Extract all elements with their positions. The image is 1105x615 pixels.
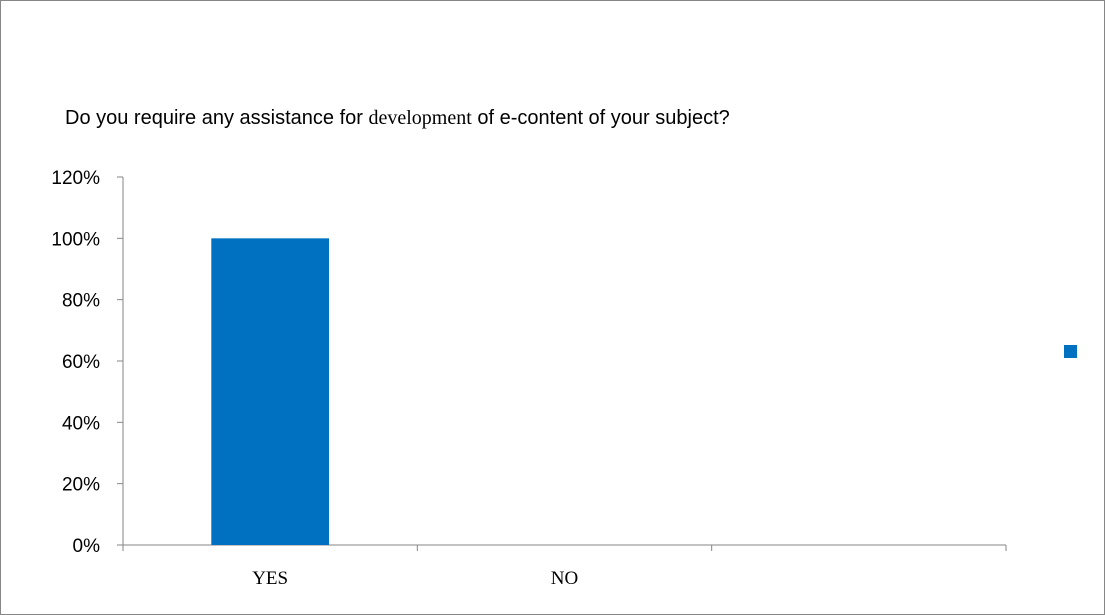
- legend-marker: [1064, 345, 1077, 358]
- y-tick-label: 100%: [51, 229, 100, 250]
- chart-title-part-2: development: [368, 107, 472, 129]
- chart-title-part-1: Do you require any assistance for: [65, 107, 369, 129]
- y-tick-label: 60%: [62, 352, 100, 373]
- chart-title-part-3: of e-content of your subject?: [471, 107, 730, 129]
- y-tick-label: 0%: [73, 536, 101, 557]
- x-tick-label: NO: [551, 568, 578, 589]
- y-tick-label: 120%: [51, 168, 100, 189]
- y-tick-label: 40%: [62, 413, 100, 434]
- y-tick-label: 80%: [62, 291, 100, 312]
- bar-yes: [211, 238, 330, 546]
- y-tick-label: 20%: [62, 475, 100, 496]
- chart-title: Do you require any assistance for develo…: [65, 107, 730, 130]
- x-tick-label: YES: [252, 568, 288, 589]
